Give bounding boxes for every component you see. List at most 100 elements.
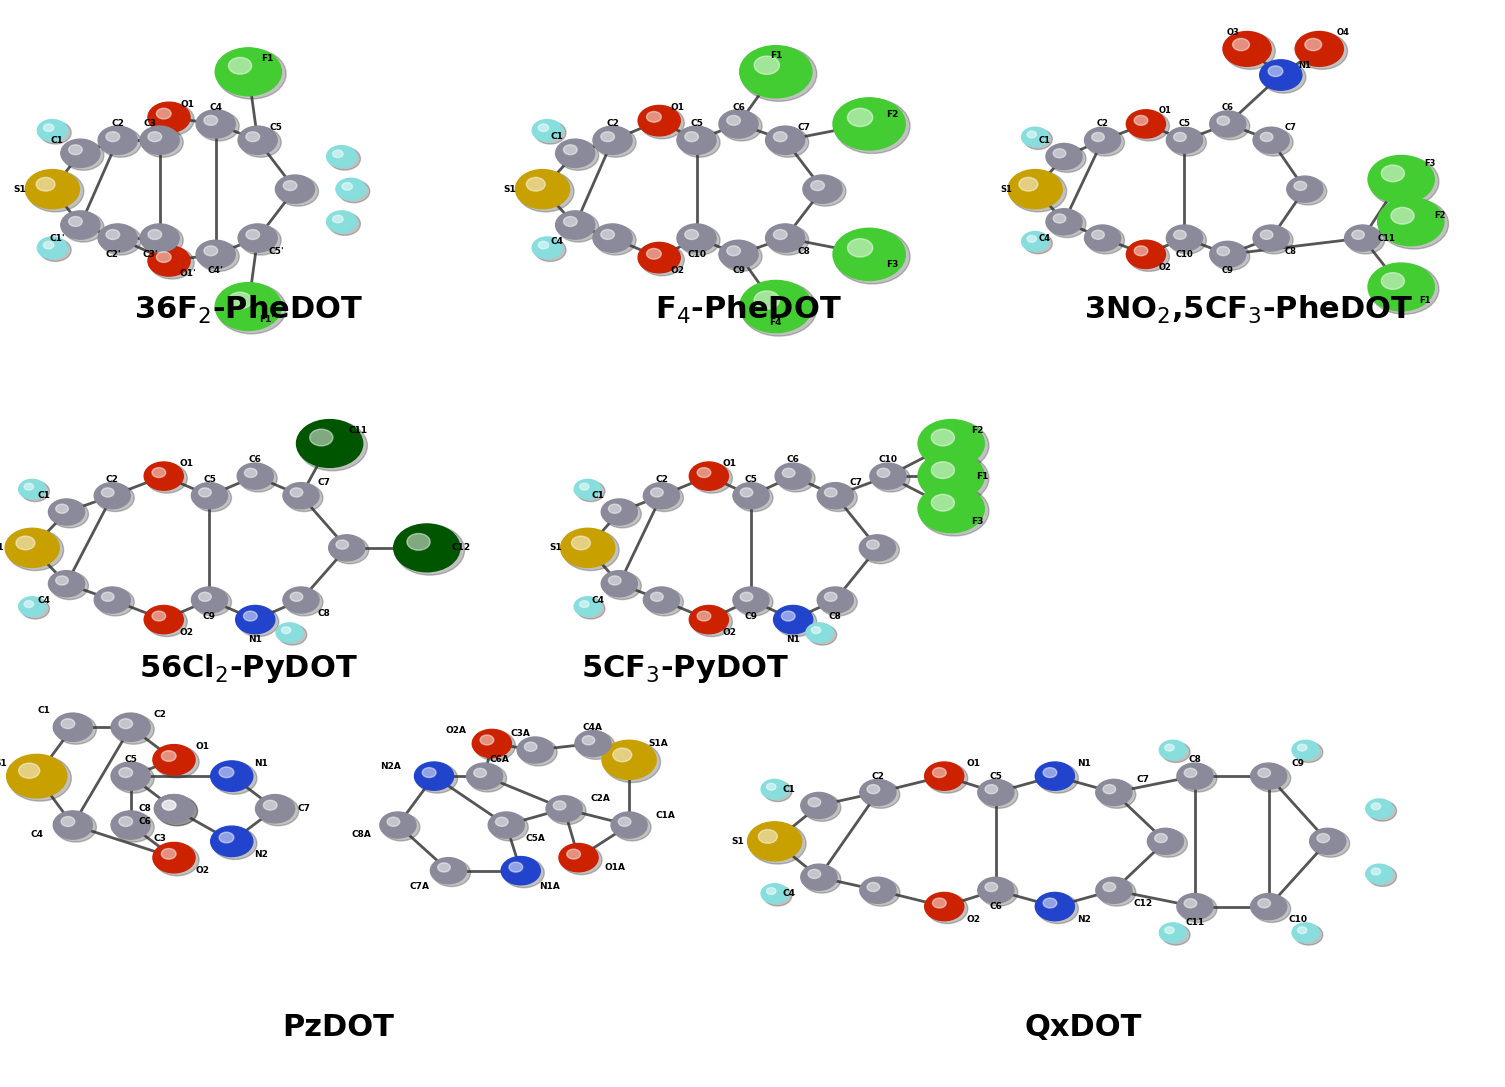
Circle shape	[932, 462, 954, 478]
Circle shape	[1023, 129, 1052, 149]
Circle shape	[51, 500, 89, 528]
Circle shape	[1317, 834, 1329, 842]
Circle shape	[238, 463, 274, 489]
Circle shape	[163, 800, 176, 810]
Circle shape	[719, 240, 759, 268]
Circle shape	[918, 420, 984, 467]
Text: C5: C5	[745, 475, 757, 484]
Circle shape	[163, 800, 176, 810]
Text: F1: F1	[260, 54, 274, 63]
Circle shape	[140, 126, 179, 154]
Text: C2A: C2A	[590, 795, 610, 803]
Circle shape	[608, 576, 622, 585]
Circle shape	[1054, 149, 1066, 158]
Circle shape	[834, 229, 911, 284]
Circle shape	[336, 178, 366, 200]
Circle shape	[113, 812, 154, 842]
Circle shape	[211, 761, 253, 791]
Circle shape	[719, 110, 759, 138]
Circle shape	[1022, 127, 1049, 147]
Circle shape	[774, 132, 787, 141]
Circle shape	[1224, 32, 1272, 66]
Circle shape	[560, 528, 616, 567]
Text: N1: N1	[786, 635, 801, 644]
Circle shape	[1297, 33, 1347, 70]
Circle shape	[277, 176, 319, 207]
Circle shape	[382, 813, 420, 841]
Circle shape	[640, 243, 685, 276]
Circle shape	[640, 107, 685, 139]
Circle shape	[677, 224, 716, 252]
Circle shape	[333, 150, 343, 158]
Circle shape	[283, 483, 319, 509]
Circle shape	[1162, 742, 1190, 762]
Circle shape	[1103, 883, 1115, 891]
Circle shape	[644, 483, 679, 509]
Text: N1: N1	[248, 635, 262, 644]
Circle shape	[39, 122, 71, 145]
Circle shape	[21, 599, 50, 619]
Text: C1A: C1A	[655, 811, 676, 820]
Circle shape	[161, 849, 176, 859]
Circle shape	[1091, 133, 1105, 141]
Circle shape	[503, 858, 545, 888]
Circle shape	[1255, 226, 1293, 254]
Circle shape	[1368, 866, 1397, 886]
Circle shape	[775, 463, 811, 489]
Circle shape	[691, 607, 733, 637]
Circle shape	[808, 625, 837, 645]
Circle shape	[613, 748, 632, 762]
Text: C8: C8	[829, 612, 841, 621]
Circle shape	[147, 246, 190, 276]
Text: C6: C6	[731, 103, 745, 112]
Circle shape	[918, 452, 984, 500]
Circle shape	[105, 132, 120, 141]
Circle shape	[1252, 895, 1291, 923]
Circle shape	[150, 103, 194, 136]
Text: N2: N2	[254, 850, 268, 859]
Circle shape	[740, 47, 817, 101]
Circle shape	[1096, 779, 1132, 805]
Circle shape	[1261, 61, 1306, 93]
Circle shape	[191, 587, 227, 613]
Circle shape	[727, 115, 740, 125]
Circle shape	[95, 483, 131, 509]
Circle shape	[548, 797, 585, 825]
Circle shape	[467, 763, 503, 789]
Text: C9: C9	[731, 266, 745, 275]
Circle shape	[256, 795, 295, 823]
Text: O1A: O1A	[604, 863, 625, 872]
Text: C8: C8	[798, 247, 810, 255]
Circle shape	[1150, 829, 1187, 858]
Circle shape	[1225, 33, 1275, 70]
Circle shape	[95, 587, 131, 613]
Circle shape	[1085, 225, 1121, 251]
Text: C2: C2	[154, 710, 166, 719]
Circle shape	[239, 464, 277, 492]
Text: C8: C8	[1189, 755, 1201, 764]
Circle shape	[518, 737, 554, 763]
Text: C6: C6	[1222, 103, 1234, 112]
Circle shape	[146, 463, 187, 493]
Circle shape	[847, 239, 873, 257]
Text: C1: C1	[551, 133, 563, 141]
Text: F$_4$-PheDOT: F$_4$-PheDOT	[655, 293, 841, 326]
Circle shape	[980, 878, 1017, 907]
Text: C1: C1	[38, 491, 50, 500]
Circle shape	[56, 504, 68, 513]
Circle shape	[113, 714, 154, 745]
Text: N1: N1	[254, 759, 268, 767]
Circle shape	[576, 599, 605, 619]
Circle shape	[1126, 110, 1165, 138]
Circle shape	[238, 224, 277, 252]
Circle shape	[576, 732, 616, 760]
Circle shape	[1168, 128, 1207, 157]
Circle shape	[1391, 208, 1415, 224]
Circle shape	[575, 730, 611, 757]
Circle shape	[199, 111, 239, 141]
Circle shape	[244, 468, 257, 477]
Circle shape	[1043, 898, 1057, 908]
Circle shape	[1087, 226, 1124, 254]
Circle shape	[330, 212, 361, 236]
Text: C7: C7	[1136, 775, 1150, 784]
